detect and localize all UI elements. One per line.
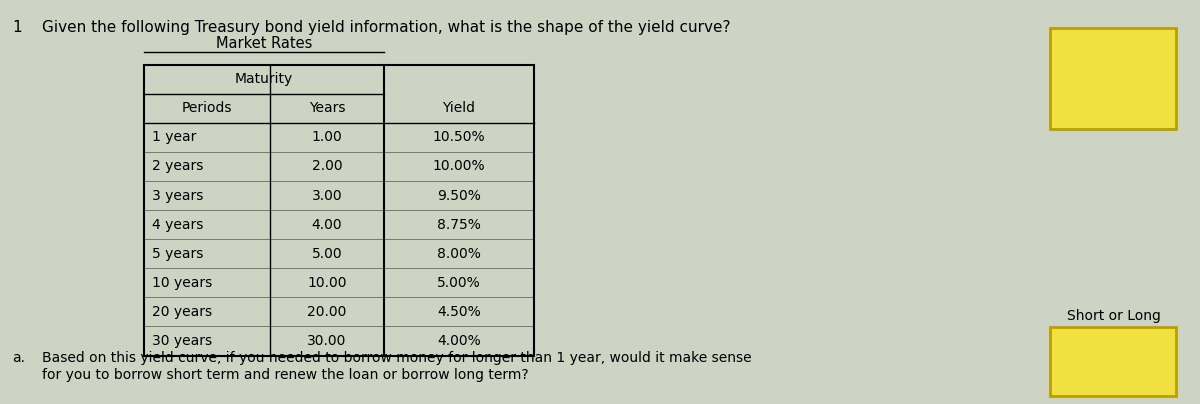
Text: 1 year: 1 year — [152, 130, 197, 144]
Text: a.: a. — [12, 351, 25, 366]
Text: 4.00%: 4.00% — [437, 334, 481, 348]
Text: 2.00: 2.00 — [312, 160, 342, 173]
Text: 9.50%: 9.50% — [437, 189, 481, 202]
FancyBboxPatch shape — [1050, 28, 1176, 129]
Text: 3 years: 3 years — [152, 189, 204, 202]
Text: 8.75%: 8.75% — [437, 218, 481, 231]
Text: 10.50%: 10.50% — [433, 130, 485, 144]
Text: 1: 1 — [12, 20, 22, 35]
Text: 5 years: 5 years — [152, 247, 204, 261]
Text: Short or Long: Short or Long — [1067, 309, 1160, 323]
Text: 5.00%: 5.00% — [437, 276, 481, 290]
Text: 1.00: 1.00 — [312, 130, 342, 144]
Text: Based on this yield curve, if you needed to borrow money for longer than 1 year,: Based on this yield curve, if you needed… — [42, 351, 751, 382]
Text: 20 years: 20 years — [152, 305, 212, 319]
Text: Periods: Periods — [181, 101, 233, 115]
Text: 8.00%: 8.00% — [437, 247, 481, 261]
Text: Yield: Yield — [443, 101, 475, 115]
Text: 10 years: 10 years — [152, 276, 212, 290]
Text: Maturity: Maturity — [235, 72, 293, 86]
Text: 30.00: 30.00 — [307, 334, 347, 348]
Text: 3.00: 3.00 — [312, 189, 342, 202]
Text: Given the following Treasury bond yield information, what is the shape of the yi: Given the following Treasury bond yield … — [42, 20, 731, 35]
Text: 2 years: 2 years — [152, 160, 204, 173]
FancyBboxPatch shape — [1050, 327, 1176, 396]
Text: Market Rates: Market Rates — [216, 36, 312, 50]
Text: 4 years: 4 years — [152, 218, 204, 231]
Text: 30 years: 30 years — [152, 334, 212, 348]
Text: 4.00: 4.00 — [312, 218, 342, 231]
Text: 10.00%: 10.00% — [433, 160, 485, 173]
Text: 10.00: 10.00 — [307, 276, 347, 290]
Text: Years: Years — [308, 101, 346, 115]
Text: 20.00: 20.00 — [307, 305, 347, 319]
Text: 5.00: 5.00 — [312, 247, 342, 261]
Text: 4.50%: 4.50% — [437, 305, 481, 319]
